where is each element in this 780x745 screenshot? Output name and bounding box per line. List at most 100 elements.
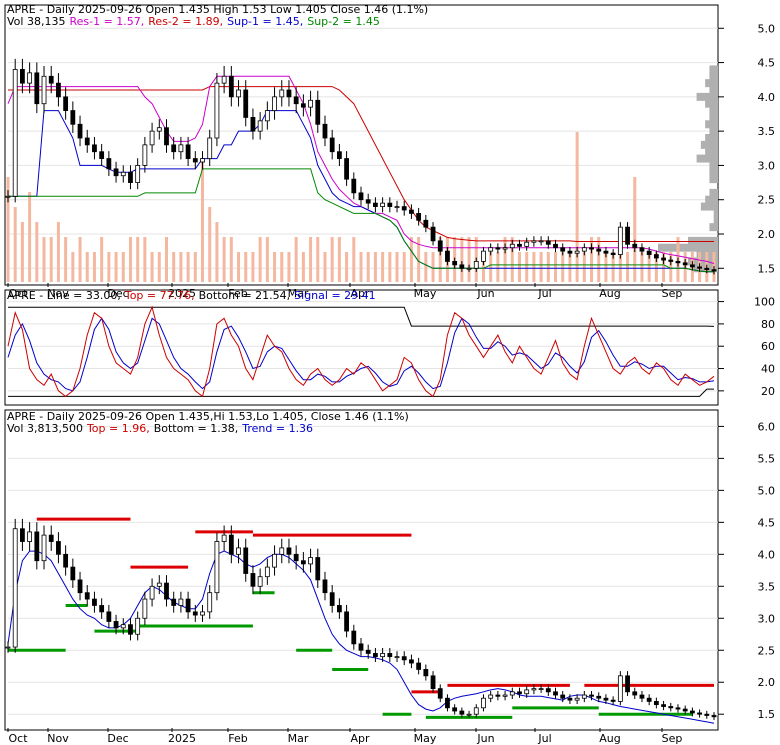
candle-body [135,617,141,635]
bottom-line [8,388,714,397]
candle-body [625,675,630,693]
candle-body [351,178,357,194]
volume-bar [64,237,68,282]
volume-bar [402,252,406,282]
sup2-line [8,168,714,273]
volume-bar [489,252,493,282]
candle-body [689,264,695,268]
candle-body [293,96,299,105]
candle-body [502,694,508,697]
candle-body [704,267,710,271]
candle-body [394,206,400,208]
signal-line [7,317,715,392]
volume-bar [611,252,615,282]
candle-body [545,240,551,245]
volume-bar [438,237,442,282]
candle-body [84,592,90,600]
candle-body [120,624,126,629]
volume-bar [71,252,75,282]
trend-line [7,550,715,724]
volume-bar [229,237,233,282]
candle-body [682,708,688,712]
volume-bar [366,252,370,282]
candle-body [661,704,666,707]
y-tick-label: 4.5 [758,516,776,529]
y-tick-label: 2.0 [758,676,776,689]
volume-bar [633,177,637,282]
volume-profile-bar [713,216,718,225]
volume-bar [309,237,313,282]
volume-bar [539,252,543,282]
volume-bar [561,252,565,282]
candle-body [653,254,659,259]
volume-profile-bar [705,195,718,204]
candle-body [401,206,407,211]
x-tick-label: Dec [107,732,128,745]
candle-body [668,706,674,709]
candle-body [401,656,407,661]
candle-body [300,103,306,108]
volume-bar [662,252,666,282]
candle-body [445,697,450,709]
volume-bar [294,237,298,282]
candle-body [300,560,306,565]
volume-profile-bar [658,243,718,252]
x-tick-label: Sep [662,732,683,745]
candle-body [545,688,551,693]
y-tick-label: 4.0 [758,548,776,561]
candle-body [185,598,191,613]
candle-body [329,592,335,606]
candle-body [336,605,342,613]
candle-body [351,630,357,645]
volume-profile-bar [709,188,718,197]
candle-body [430,675,436,690]
candle-body [632,243,638,249]
candle-body [56,541,61,555]
volume-profile-bar [709,223,718,232]
candle-body [437,688,443,699]
candle-body [171,598,177,606]
candle-body [99,605,105,613]
candle-body [581,694,587,699]
candle-body [214,82,220,139]
volume-bar [554,252,558,282]
candle-body [675,261,681,264]
candle-body [553,691,558,696]
candle-body [639,247,645,252]
panel2-grid [8,301,718,392]
candle-body [459,710,465,715]
volume-bar [417,237,421,282]
x-tick-label: Mar [288,732,309,745]
candle-body [257,120,263,132]
legend-entry: Bottom = 21.54, [199,289,291,302]
candle-body [538,240,544,243]
volume-bar [280,252,284,282]
candle-body [48,534,54,542]
volume-bar [395,252,399,282]
candle-body [423,219,429,228]
volume-bar [179,252,183,282]
candle-body [243,89,249,118]
candle-body [466,713,472,716]
volume-bar [669,252,673,282]
volume-profile-bar [709,161,718,170]
candle-body [517,691,522,695]
candle-body [682,262,688,266]
volume-bar [20,222,24,282]
panel3-candles [5,518,717,721]
volume-bar [6,177,10,282]
volume-bar [409,237,413,282]
candle-body [481,697,486,709]
y-tick-label: 20 [761,385,775,398]
y-tick-label: 5.5 [758,452,776,465]
candle-body [488,247,494,252]
candle-body [473,707,479,715]
candle-body [617,226,623,255]
volume-bar [424,252,428,282]
volume-bar [517,252,521,282]
candle-body [48,75,54,84]
candle-body [416,662,422,670]
panel3-x-axis: Oct Nov Dec 2025 Feb Mar Apr May Jun Jul Aug Sep [7,728,683,745]
x-tick-label: Jun [476,287,494,300]
